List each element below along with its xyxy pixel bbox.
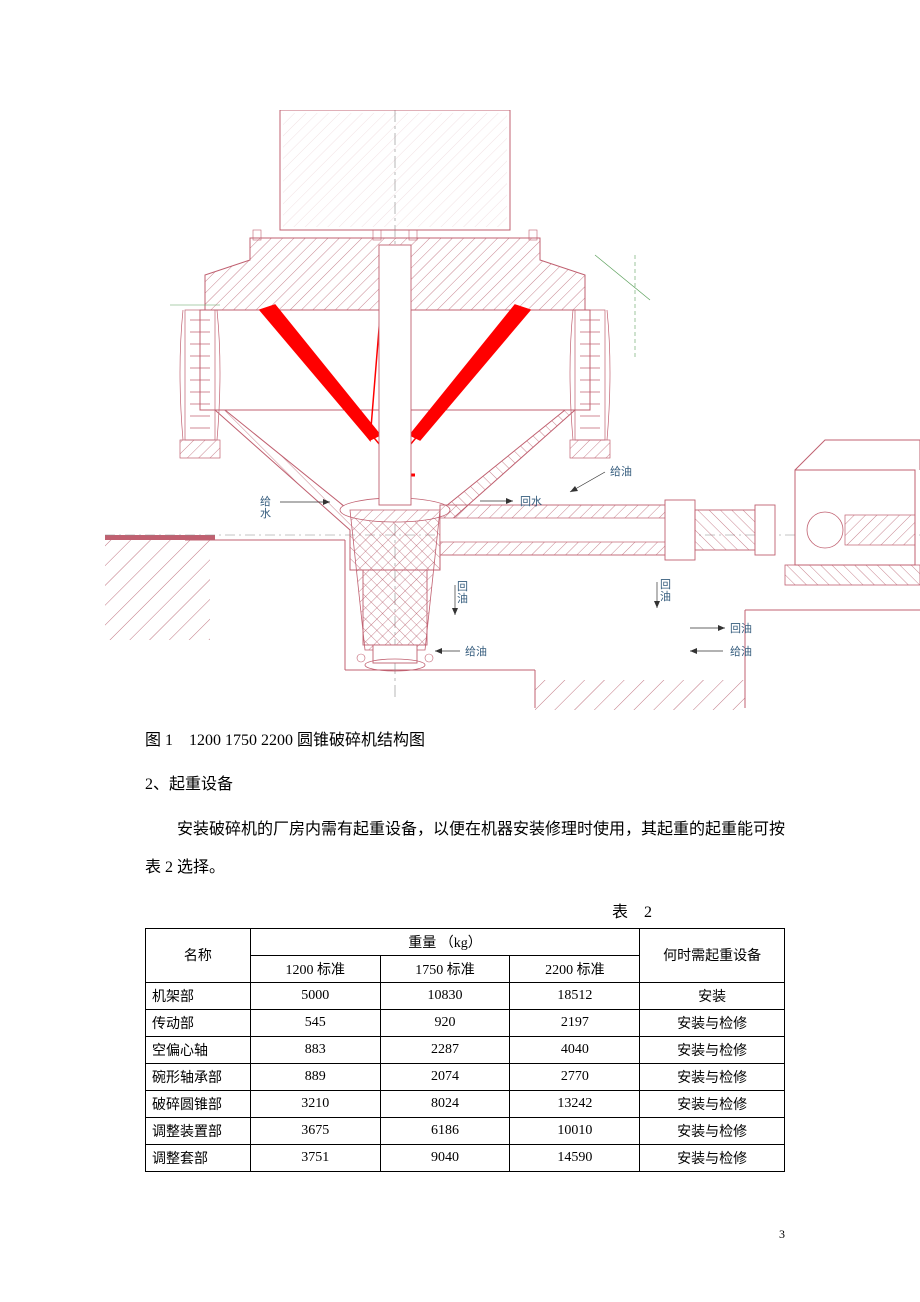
cell-name: 调整装置部	[146, 1117, 251, 1144]
weight-table: 名称 重量 （kg） 何时需起重设备 1200 标准 1750 标准 2200 …	[145, 928, 785, 1172]
cell-when: 安装与检修	[640, 1036, 785, 1063]
label-oil-in-top: 给油	[610, 464, 632, 478]
table-row: 机架部50001083018512安装	[146, 982, 785, 1009]
cell-2200: 2197	[510, 1009, 640, 1036]
body-paragraph: 安装破碎机的厂房内需有起重设备，以便在机器安装修理时使用，其起重的起重能可按表 …	[145, 811, 785, 888]
section-title: 起重设备	[169, 776, 233, 793]
cell-when: 安装与检修	[640, 1009, 785, 1036]
section-heading: 2、起重设备	[145, 769, 785, 801]
content-area: 图 1 1200 1750 2200 圆锥破碎机结构图 2、起重设备 安装破碎机…	[145, 725, 785, 1172]
label-water-in: 给水	[260, 495, 271, 520]
figure-caption: 图 1 1200 1750 2200 圆锥破碎机结构图	[145, 725, 785, 757]
cell-name: 碗形轴承部	[146, 1063, 251, 1090]
th-name: 名称	[146, 928, 251, 982]
cell-name: 传动部	[146, 1009, 251, 1036]
cell-name: 破碎圆锥部	[146, 1090, 251, 1117]
table-header-row-1: 名称 重量 （kg） 何时需起重设备	[146, 928, 785, 955]
th-2200: 2200 标准	[510, 955, 640, 982]
cell-2200: 2770	[510, 1063, 640, 1090]
label-oil-in-bottom: 给油	[465, 644, 487, 658]
cell-2200: 13242	[510, 1090, 640, 1117]
label-oil-return-right: 回油	[660, 578, 671, 603]
table-row: 空偏心轴88322874040安装与检修	[146, 1036, 785, 1063]
cell-1200: 3675	[250, 1117, 380, 1144]
cell-1200: 883	[250, 1036, 380, 1063]
caption-suffix: 圆锥破碎机结构图	[297, 732, 425, 749]
cell-1750: 10830	[380, 982, 510, 1009]
caption-prefix: 图 1	[145, 732, 173, 749]
label-oil-return-bottom: 回油	[457, 580, 468, 605]
section-number: 2、	[145, 776, 169, 793]
label-oil-return-far: 回油	[730, 621, 752, 635]
table-row: 碗形轴承部88920742770安装与检修	[146, 1063, 785, 1090]
cell-1750: 8024	[380, 1090, 510, 1117]
cell-name: 机架部	[146, 982, 251, 1009]
cell-name: 调整套部	[146, 1144, 251, 1171]
cell-name: 空偏心轴	[146, 1036, 251, 1063]
caption-models: 1200 1750 2200	[189, 732, 293, 749]
cell-2200: 10010	[510, 1117, 640, 1144]
cell-1750: 9040	[380, 1144, 510, 1171]
cell-1750: 920	[380, 1009, 510, 1036]
table-row: 传动部5459202197安装与检修	[146, 1009, 785, 1036]
cell-1200: 3210	[250, 1090, 380, 1117]
cell-when: 安装	[640, 982, 785, 1009]
th-weight-group: 重量 （kg）	[250, 928, 639, 955]
table-row: 调整套部3751904014590安装与检修	[146, 1144, 785, 1171]
cell-2200: 18512	[510, 982, 640, 1009]
table-row: 破碎圆锥部3210802413242安装与检修	[146, 1090, 785, 1117]
cell-1750: 2287	[380, 1036, 510, 1063]
cell-2200: 4040	[510, 1036, 640, 1063]
table-row: 调整装置部3675618610010安装与检修	[146, 1117, 785, 1144]
page-number: 3	[779, 1227, 785, 1242]
label-water-return: 回水	[520, 495, 542, 508]
cell-1750: 6186	[380, 1117, 510, 1144]
diagram-svg: 给水 回水 给油 回油 给油 回油 回油 给油	[105, 110, 920, 710]
table-label: 表 2	[485, 898, 785, 922]
cell-2200: 14590	[510, 1144, 640, 1171]
cell-when: 安装与检修	[640, 1063, 785, 1090]
table-body: 机架部50001083018512安装 传动部5459202197安装与检修 空…	[146, 982, 785, 1171]
label-oil-in-far: 给油	[730, 644, 752, 658]
cell-when: 安装与检修	[640, 1117, 785, 1144]
cell-1200: 545	[250, 1009, 380, 1036]
cell-1200: 889	[250, 1063, 380, 1090]
cone-crusher-diagram: 给水 回水 给油 回油 给油 回油 回油 给油	[105, 110, 920, 710]
th-1750: 1750 标准	[380, 955, 510, 982]
cell-1200: 3751	[250, 1144, 380, 1171]
th-1200: 1200 标准	[250, 955, 380, 982]
cell-when: 安装与检修	[640, 1090, 785, 1117]
cell-1200: 5000	[250, 982, 380, 1009]
th-when: 何时需起重设备	[640, 928, 785, 982]
cell-1750: 2074	[380, 1063, 510, 1090]
cell-when: 安装与检修	[640, 1144, 785, 1171]
